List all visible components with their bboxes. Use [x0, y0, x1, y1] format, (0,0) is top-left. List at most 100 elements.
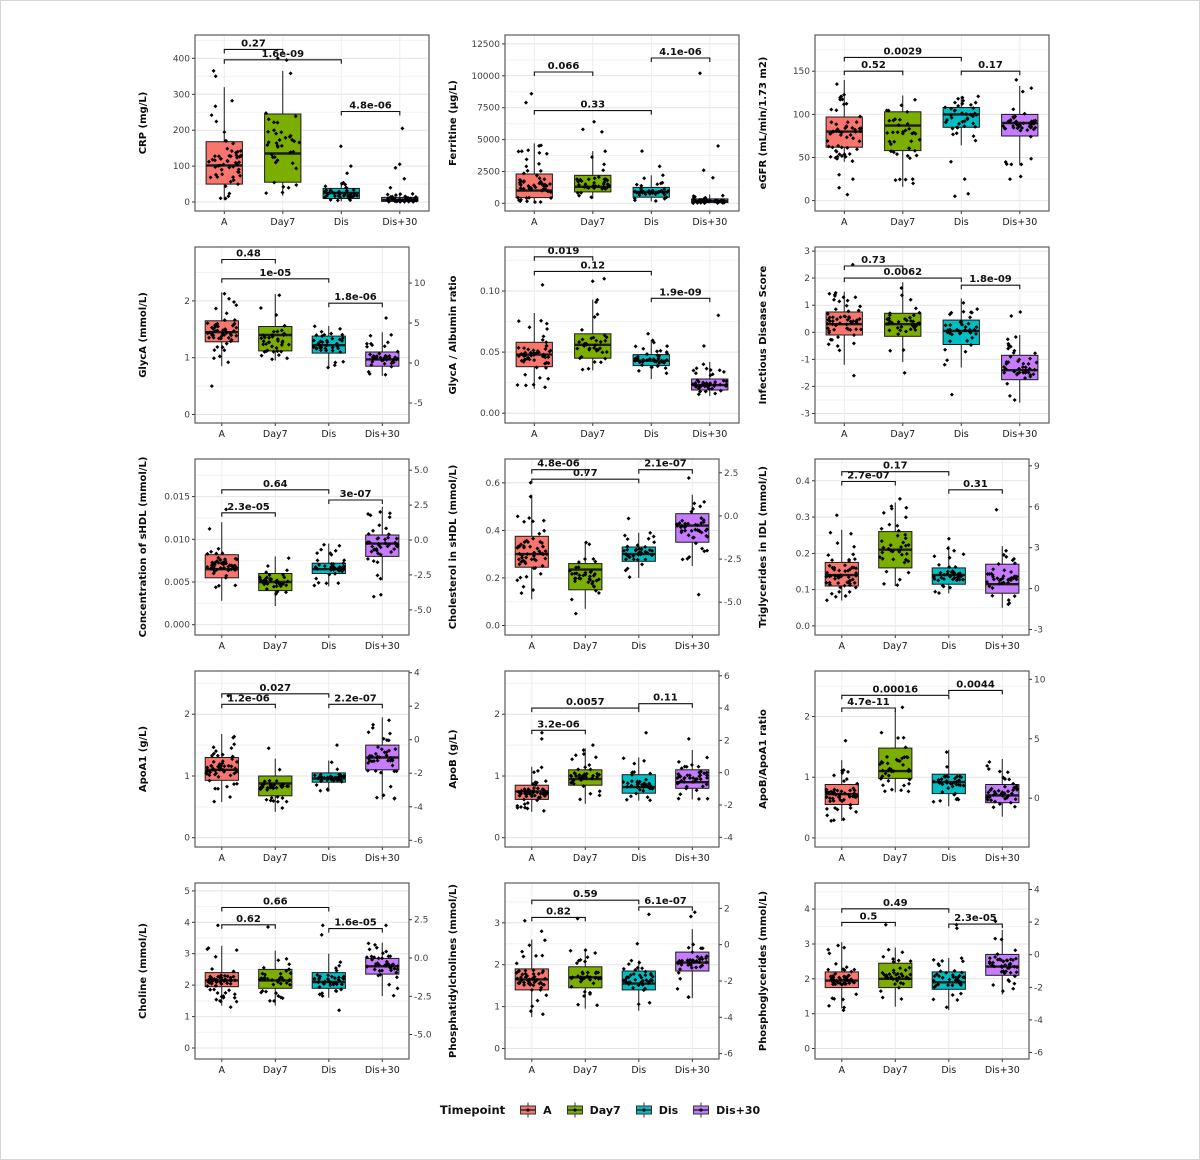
svg-text:1: 1 [494, 1003, 500, 1013]
svg-text:-4: -4 [724, 833, 733, 843]
svg-text:0: 0 [494, 834, 500, 844]
svg-text:Dis: Dis [631, 1065, 646, 1076]
svg-text:-1: -1 [801, 355, 810, 365]
legend-item-dis: Dis [633, 1101, 678, 1119]
svg-text:2.7e-07: 2.7e-07 [847, 471, 890, 482]
svg-text:1: 1 [804, 301, 810, 311]
svg-text:Dis+30: Dis+30 [365, 429, 400, 440]
legend-item-label: Day7 [589, 1103, 621, 1117]
svg-text:4: 4 [1034, 886, 1040, 896]
svg-text:4: 4 [414, 669, 420, 679]
svg-text:A: A [529, 1065, 536, 1076]
svg-text:0.17: 0.17 [883, 461, 908, 472]
legend-item-label: Dis+30 [716, 1103, 761, 1117]
panel-egfr: 0 50 100 150 A Day7 Dis Dis+30 eGFR (mL/min/1.73… [755, 25, 1065, 237]
svg-text:0.0: 0.0 [796, 622, 811, 632]
panel-ferritine: 0 2500 5000 7500 10000 12500 A Day7 Dis Dis+30 Fer… [445, 25, 755, 237]
svg-text:0.27: 0.27 [241, 38, 266, 49]
svg-text:2: 2 [184, 710, 190, 720]
svg-text:Dis: Dis [321, 853, 336, 864]
svg-text:Day7: Day7 [580, 429, 605, 440]
svg-text:5: 5 [184, 887, 190, 897]
svg-text:0.82: 0.82 [546, 906, 571, 917]
svg-text:-6: -6 [1034, 1049, 1043, 1059]
svg-text:Dis: Dis [321, 1065, 336, 1076]
panel-glyca: 0 1 2 10 5 0 -5 A Day7 Dis Dis+30 GlycA (mmol/L) 0.4… [135, 237, 445, 449]
svg-text:6: 6 [1034, 503, 1040, 513]
svg-text:10: 10 [1034, 675, 1046, 685]
svg-text:2: 2 [724, 736, 730, 746]
svg-text:Day7: Day7 [883, 1065, 908, 1076]
plot-legend: Timepoint A Day7 Dis Dis+30 [1, 1101, 1199, 1119]
svg-text:1: 1 [804, 773, 810, 783]
svg-text:0.0: 0.0 [414, 954, 429, 964]
panel-concentration-shdl: 0.000 0.005 0.010 0.015 5.0 2.5 0.0 -2.5 -5.0 A Da… [135, 449, 445, 661]
svg-text:A: A [841, 217, 848, 228]
svg-text:Concentration of sHDL (mmol/L): Concentration of sHDL (mmol/L) [138, 457, 149, 638]
svg-text:A: A [839, 1065, 846, 1076]
svg-text:4: 4 [804, 905, 810, 915]
svg-text:10: 10 [414, 279, 426, 289]
svg-text:Phosphatidylcholines (mmol/L): Phosphatidylcholines (mmol/L) [448, 884, 459, 1058]
svg-text:300: 300 [173, 90, 190, 100]
svg-text:ApoB/ApoA1 ratio: ApoB/ApoA1 ratio [758, 709, 769, 809]
svg-text:Day7: Day7 [573, 853, 598, 864]
svg-text:Dis+30: Dis+30 [675, 1065, 710, 1076]
svg-text:10000: 10000 [471, 72, 500, 82]
svg-text:0.62: 0.62 [236, 914, 261, 925]
svg-text:Dis+30: Dis+30 [365, 641, 400, 652]
panel-phosphoglycerides: 0 1 2 3 4 4 2 0 -2 -4 -6 A Day7 Dis Dis+30 Phosphoglyce… [755, 873, 1065, 1085]
legend-item-dis30: Dis+30 [690, 1101, 760, 1119]
svg-text:A: A [531, 217, 538, 228]
svg-text:GlycA / Albumin ratio: GlycA / Albumin ratio [448, 275, 459, 394]
svg-text:0.027: 0.027 [259, 683, 291, 694]
panel-apob: 0 1 2 6 4 2 0 -2 -4 A Day7 Dis Dis+30 ApoB (g/L) 0.005… [445, 661, 755, 873]
svg-text:2.3e-05: 2.3e-05 [227, 502, 270, 513]
svg-text:A: A [219, 853, 226, 864]
svg-text:0: 0 [804, 1045, 810, 1055]
svg-text:3: 3 [184, 950, 190, 960]
svg-text:1: 1 [804, 1010, 810, 1020]
svg-text:150: 150 [793, 67, 810, 77]
legend-item-day7: Day7 [564, 1101, 621, 1119]
svg-text:1: 1 [184, 772, 190, 782]
svg-text:0.10: 0.10 [480, 287, 500, 297]
svg-text:3e-07: 3e-07 [340, 489, 372, 500]
svg-text:3: 3 [804, 247, 810, 257]
svg-text:0.66: 0.66 [263, 897, 288, 908]
svg-text:3: 3 [494, 919, 500, 929]
svg-text:4.7e-11: 4.7e-11 [847, 697, 890, 708]
svg-text:0.77: 0.77 [573, 468, 598, 479]
svg-text:2.5: 2.5 [724, 469, 738, 479]
svg-text:2.5: 2.5 [414, 501, 428, 511]
svg-text:7500: 7500 [477, 104, 500, 114]
svg-text:-2.5: -2.5 [414, 571, 432, 581]
svg-text:1.6e-05: 1.6e-05 [334, 918, 377, 929]
svg-text:9: 9 [1034, 462, 1040, 472]
svg-text:-4: -4 [724, 1013, 733, 1023]
svg-text:0.0062: 0.0062 [884, 267, 923, 278]
svg-text:0.5: 0.5 [860, 911, 878, 922]
svg-text:0.00: 0.00 [480, 409, 500, 419]
svg-text:4: 4 [184, 918, 190, 928]
svg-text:2: 2 [804, 274, 810, 284]
panel-apoa1: 0 1 2 4 2 0 -2 -4 -6 A Day7 Dis Dis+30 ApoA1 (g/L) 0.0… [135, 661, 445, 873]
svg-text:Choline (mmol/L): Choline (mmol/L) [138, 923, 149, 1019]
svg-text:4.1e-06: 4.1e-06 [659, 47, 702, 58]
svg-text:3: 3 [804, 940, 810, 950]
svg-text:0.49: 0.49 [883, 898, 908, 909]
svg-text:Day7: Day7 [573, 641, 598, 652]
svg-text:Dis+30: Dis+30 [692, 429, 727, 440]
svg-text:Dis+30: Dis+30 [382, 217, 417, 228]
svg-text:0.52: 0.52 [861, 60, 886, 71]
svg-text:-4: -4 [1034, 1016, 1043, 1026]
svg-text:0.0057: 0.0057 [566, 697, 605, 708]
svg-text:0: 0 [1034, 794, 1040, 804]
svg-text:0: 0 [184, 834, 190, 844]
svg-text:0.73: 0.73 [861, 255, 886, 266]
svg-text:0.05: 0.05 [480, 348, 500, 358]
svg-text:0.2: 0.2 [486, 574, 500, 584]
svg-text:0.00016: 0.00016 [873, 684, 919, 695]
svg-text:5: 5 [1034, 735, 1040, 745]
svg-text:0: 0 [494, 1045, 500, 1055]
